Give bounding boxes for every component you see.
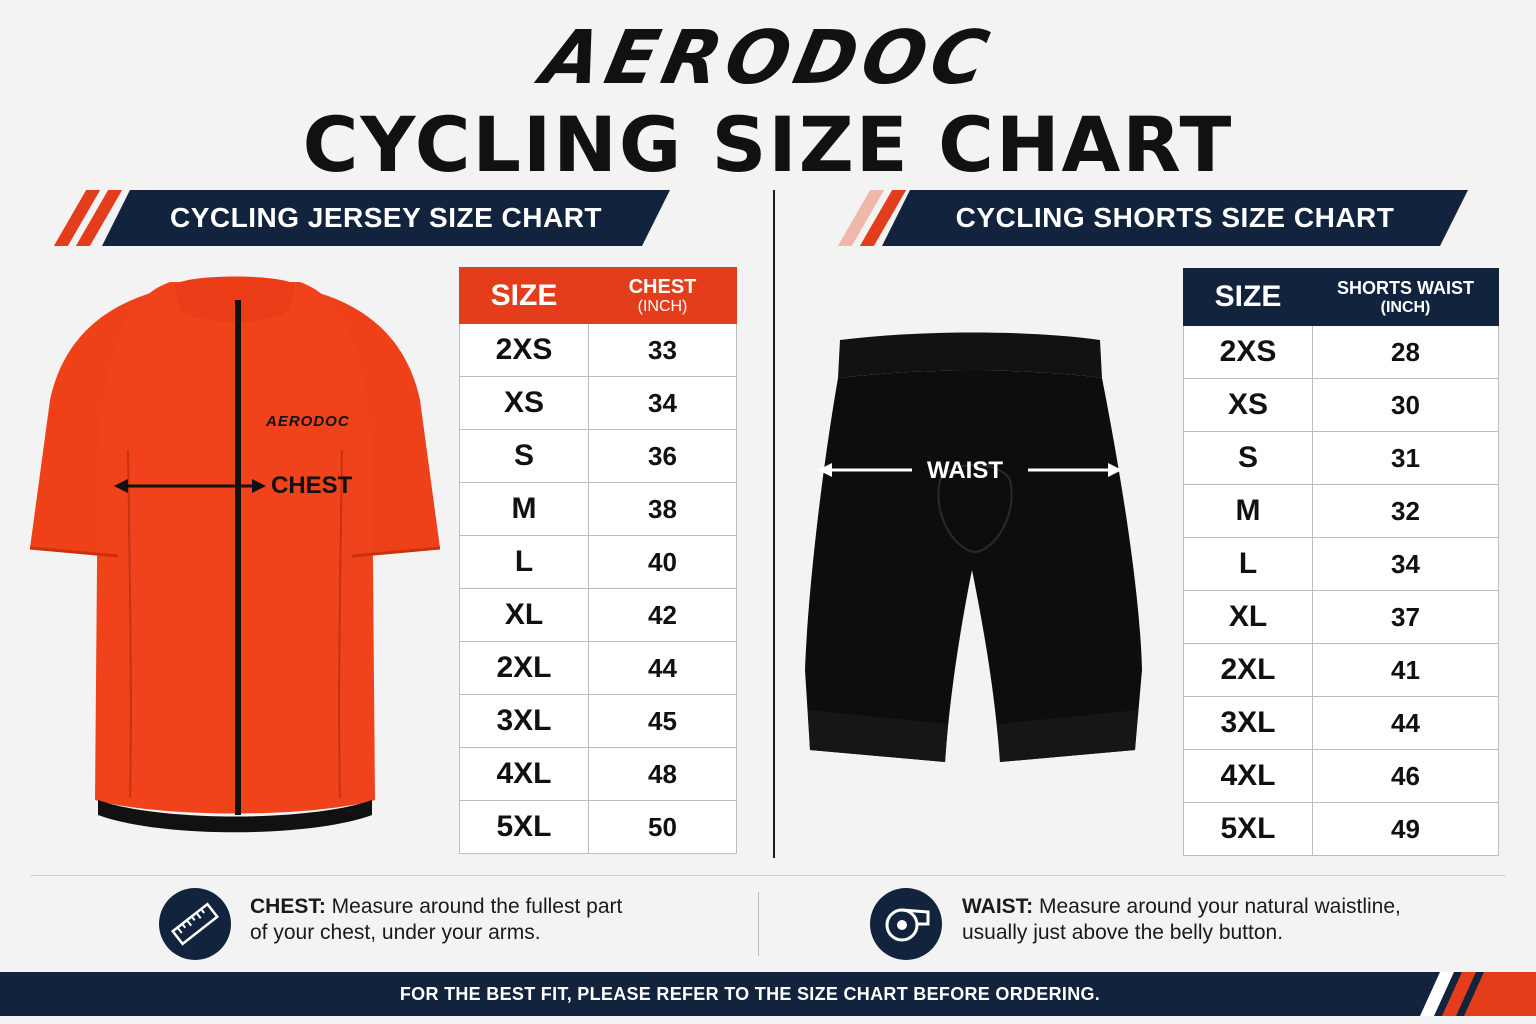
size-cell: 2XS xyxy=(1183,325,1313,379)
waist-instruction-line2: usually just above the belly button. xyxy=(962,921,1284,944)
size-cell: 5XL xyxy=(459,800,589,854)
table-row: 2XL 41 xyxy=(1183,643,1499,697)
table-row: XL 42 xyxy=(459,588,737,642)
chest-cell: 34 xyxy=(588,376,737,430)
size-cell: M xyxy=(1183,484,1313,538)
table-header-row: SIZE CHEST (INCH) xyxy=(459,267,737,324)
size-cell: 2XL xyxy=(459,641,589,695)
size-cell: 5XL xyxy=(1183,802,1313,856)
table-row: 2XL 44 xyxy=(459,641,737,695)
size-cell: 3XL xyxy=(459,694,589,748)
waist-cell: 41 xyxy=(1312,643,1499,697)
waist-instruction-line1: Measure around your natural waistline, xyxy=(1033,895,1401,918)
chest-cell: 42 xyxy=(588,588,737,642)
table-row: 5XL 49 xyxy=(1183,802,1499,856)
jersey-banner: CYCLING JERSEY SIZE CHART xyxy=(52,190,672,246)
table-row: L 34 xyxy=(1183,537,1499,591)
chest-cell: 40 xyxy=(588,535,737,589)
shorts-illustration xyxy=(805,332,1142,762)
waist-label: WAIST xyxy=(927,457,1003,484)
table-row: XS 34 xyxy=(459,376,737,430)
chest-header: CHEST (INCH) xyxy=(588,267,737,324)
chest-cell: 44 xyxy=(588,641,737,695)
size-cell: 4XL xyxy=(459,747,589,801)
table-row: L 40 xyxy=(459,535,737,589)
size-cell: M xyxy=(459,482,589,536)
table-row: XS 30 xyxy=(1183,378,1499,432)
table-row: 4XL 46 xyxy=(1183,749,1499,803)
table-row: S 36 xyxy=(459,429,737,483)
info-divider xyxy=(758,892,759,956)
waist-cell: 44 xyxy=(1312,696,1499,750)
jersey-illustration xyxy=(29,276,441,833)
chest-cell: 48 xyxy=(588,747,737,801)
waist-cell: 37 xyxy=(1312,590,1499,644)
footer-bar xyxy=(0,972,1536,1016)
shorts-banner-title: CYCLING SHORTS SIZE CHART xyxy=(882,190,1468,246)
waist-cell: 28 xyxy=(1312,325,1499,379)
size-cell: XS xyxy=(459,376,589,430)
chest-cell: 50 xyxy=(588,800,737,854)
shorts-banner: CYCLING SHORTS SIZE CHART xyxy=(836,190,1468,246)
chest-cell: 38 xyxy=(588,482,737,536)
chest-instruction-line1: Measure around the fullest part xyxy=(325,895,623,918)
chest-cell: 36 xyxy=(588,429,737,483)
size-cell: 3XL xyxy=(1183,696,1313,750)
size-header: SIZE xyxy=(1183,268,1313,326)
brand-logo: AERODOC xyxy=(534,15,1002,101)
waist-cell: 31 xyxy=(1312,431,1499,485)
page-title: CYCLING SIZE CHART xyxy=(302,100,1234,189)
chest-label: CHEST xyxy=(271,472,353,499)
chest-instructions: CHEST: Measure around the fullest part o… xyxy=(250,894,622,946)
size-cell: 4XL xyxy=(1183,749,1313,803)
jersey-banner-title: CYCLING JERSEY SIZE CHART xyxy=(102,190,670,246)
waist-cell: 46 xyxy=(1312,749,1499,803)
table-row: 3XL 45 xyxy=(459,694,737,748)
waist-cell: 30 xyxy=(1312,378,1499,432)
measuring-tape-icon xyxy=(870,888,942,960)
size-header: SIZE xyxy=(459,267,589,324)
waist-cell: 34 xyxy=(1312,537,1499,591)
table-row: M 32 xyxy=(1183,484,1499,538)
waist-cell: 49 xyxy=(1312,802,1499,856)
table-row: 4XL 48 xyxy=(459,747,737,801)
chest-instruction-line2: of your chest, under your arms. xyxy=(250,921,541,944)
size-cell: S xyxy=(459,429,589,483)
waist-cell: 32 xyxy=(1312,484,1499,538)
waist-header: SHORTS WAIST (INCH) xyxy=(1312,268,1499,326)
table-header-row: SIZE SHORTS WAIST (INCH) xyxy=(1183,268,1499,326)
size-cell: XL xyxy=(1183,590,1313,644)
jersey-logo: AERODOC xyxy=(266,413,350,430)
shorts-size-table: SIZE SHORTS WAIST (INCH) 2XS 28 XS 30 S 31 M… xyxy=(1183,268,1499,856)
size-cell: 2XL xyxy=(1183,643,1313,697)
size-cell: L xyxy=(459,535,589,589)
size-cell: 2XS xyxy=(459,323,589,377)
chest-instruction-title: CHEST: xyxy=(250,895,326,918)
chest-cell: 45 xyxy=(588,694,737,748)
table-row: S 31 xyxy=(1183,431,1499,485)
waist-instructions: WAIST: Measure around your natural waist… xyxy=(962,894,1401,946)
table-row: 2XS 33 xyxy=(459,323,737,377)
size-cell: L xyxy=(1183,537,1313,591)
size-cell: XL xyxy=(459,588,589,642)
size-cell: XS xyxy=(1183,378,1313,432)
table-row: M 38 xyxy=(459,482,737,536)
table-row: XL 37 xyxy=(1183,590,1499,644)
ruler-icon xyxy=(159,888,231,960)
table-row: 2XS 28 xyxy=(1183,325,1499,379)
chest-cell: 33 xyxy=(588,323,737,377)
jersey-size-table: SIZE CHEST (INCH) 2XS 33 XS 34 S 36 M 38 L 40 … xyxy=(459,267,737,854)
footer-note: FOR THE BEST FIT, PLEASE REFER TO THE SI… xyxy=(399,984,1101,1004)
table-row: 3XL 44 xyxy=(1183,696,1499,750)
table-row: 5XL 50 xyxy=(459,800,737,854)
waist-instruction-title: WAIST: xyxy=(962,895,1034,918)
section-divider xyxy=(773,190,775,858)
footer-stripes xyxy=(1420,972,1536,1016)
size-cell: S xyxy=(1183,431,1313,485)
info-separator xyxy=(30,875,1506,876)
